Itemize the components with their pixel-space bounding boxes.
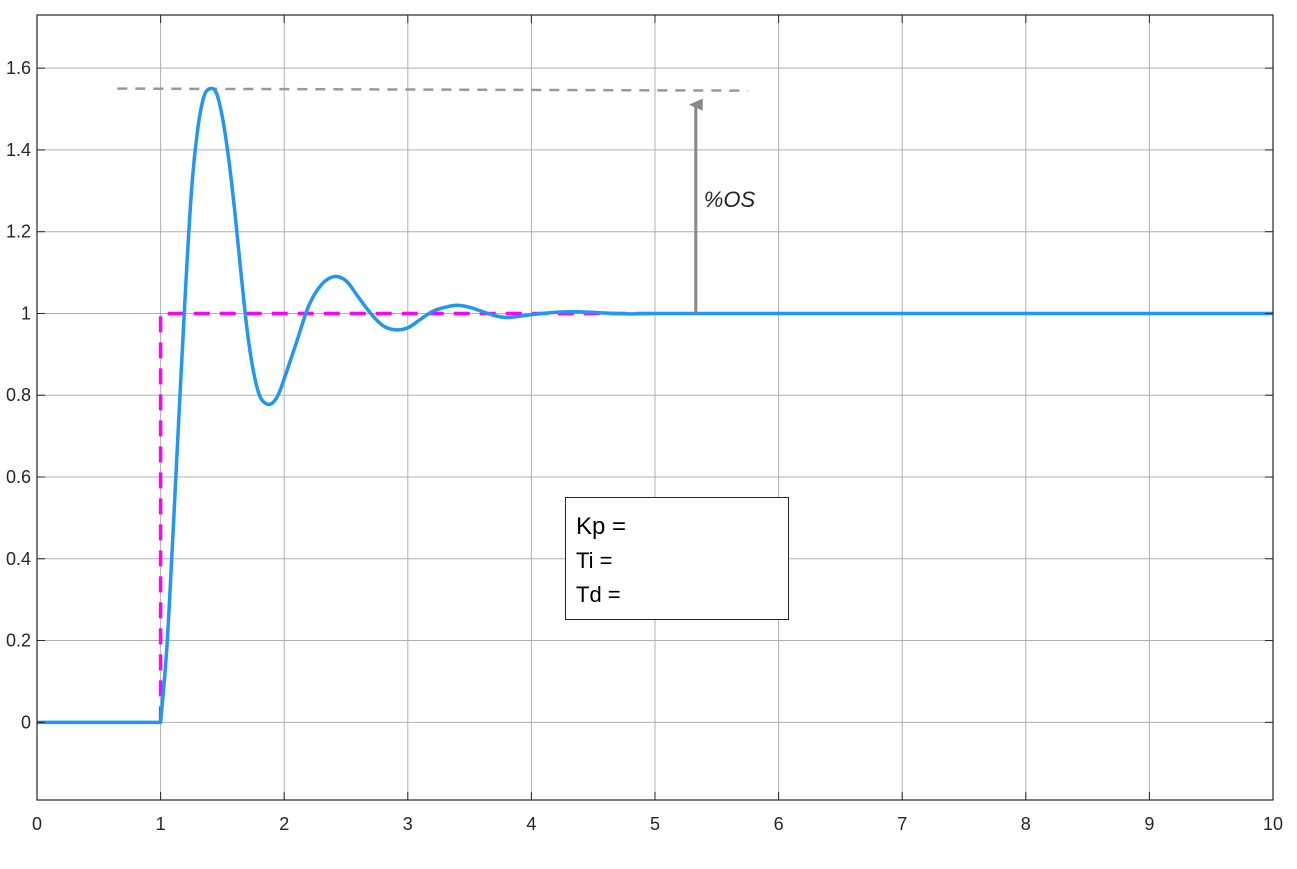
x-tick-label: 6 [774, 814, 784, 834]
x-tick-label: 9 [1144, 814, 1154, 834]
overshoot-annotation: %OS [688, 98, 756, 314]
x-tick-label: 1 [156, 814, 166, 834]
overshoot-label: %OS [704, 187, 756, 212]
y-tick-label: 0.8 [6, 385, 31, 405]
y-tick-label: 1 [21, 303, 31, 323]
x-tick-label: 7 [897, 814, 907, 834]
series-lines [37, 86, 1273, 725]
step-response-line [37, 86, 1273, 725]
axis-ticks [36, 15, 1274, 800]
x-tick-label: 5 [650, 814, 660, 834]
reference-lines [117, 87, 748, 723]
pid-parameter-box: Kp = Ti = Td = [565, 497, 789, 620]
grid-lines [36, 15, 1274, 800]
td-label: Td = [576, 582, 621, 607]
ti-label: Ti = [576, 548, 613, 573]
x-tick-label: 10 [1263, 814, 1283, 834]
y-tick-labels: 0 0.2 0.4 0.6 0.8 1 1.2 1.4 1.6 [6, 58, 31, 732]
y-tick-label: 0.2 [6, 631, 31, 651]
x-tick-label: 8 [1021, 814, 1031, 834]
y-tick-label: 0 [21, 712, 31, 732]
y-tick-label: 0.6 [6, 467, 31, 487]
peak-level-line [117, 87, 748, 92]
x-tick-label: 0 [32, 814, 42, 834]
y-tick-label: 1.4 [6, 140, 31, 160]
x-tick-labels: 0 1 2 3 4 5 6 7 8 9 10 [32, 814, 1283, 834]
y-tick-label: 0.4 [6, 549, 31, 569]
x-tick-label: 4 [526, 814, 536, 834]
x-tick-label: 3 [403, 814, 413, 834]
y-tick-label: 1.6 [6, 58, 31, 78]
kp-label: Kp = [576, 513, 627, 540]
y-tick-label: 1.2 [6, 222, 31, 242]
x-tick-label: 2 [279, 814, 289, 834]
